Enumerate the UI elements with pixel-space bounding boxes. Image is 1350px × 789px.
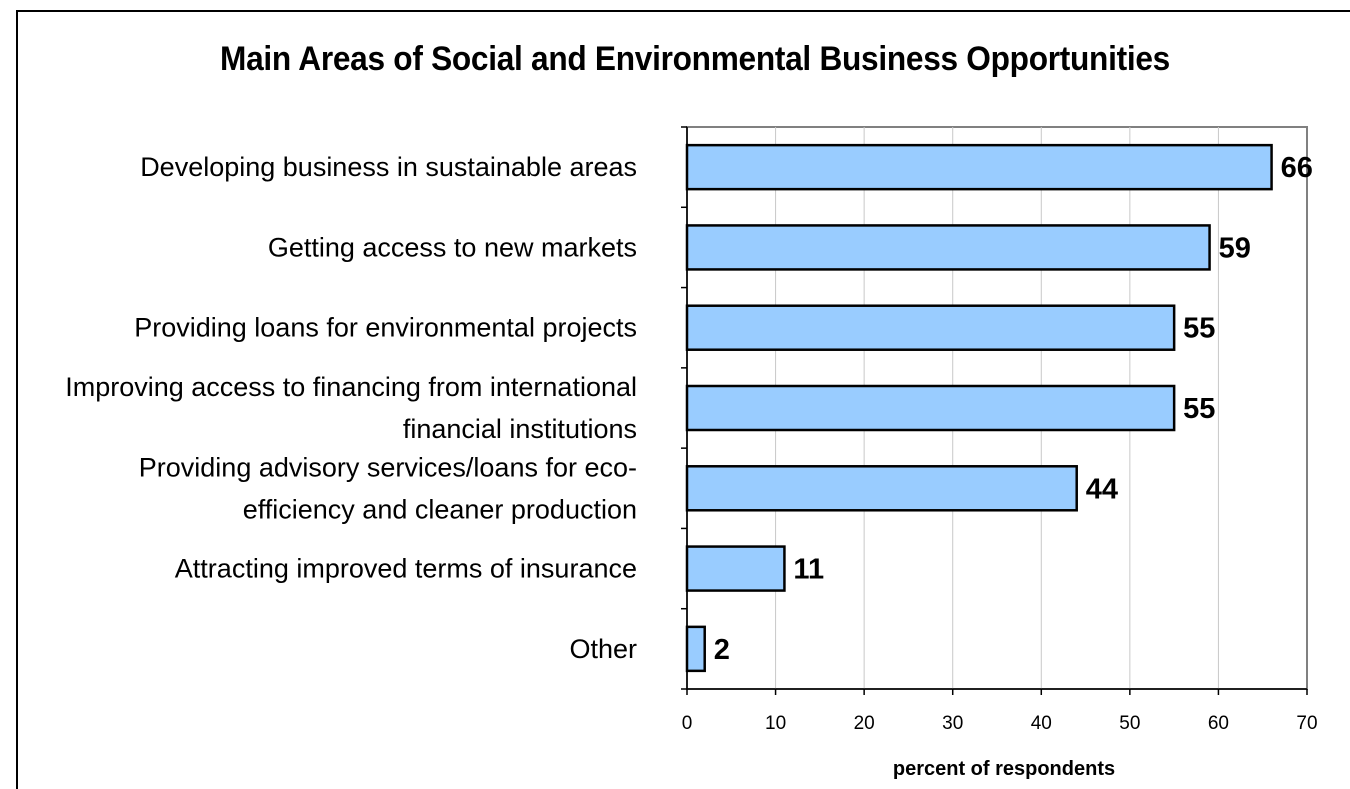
x-tick-label: 10 <box>765 713 786 734</box>
x-tick-label: 40 <box>1031 713 1052 734</box>
x-tick-label: 50 <box>1119 713 1140 734</box>
chart-frame <box>16 10 1350 789</box>
data-label: 66 <box>1281 152 1313 184</box>
chart-title: Main Areas of Social and Environmental B… <box>220 40 1170 78</box>
bar <box>685 465 1078 512</box>
labels: 0 10 20 30 40 50 60 70 66 Developing business in … <box>65 152 1317 780</box>
category-label: Getting access to new markets <box>268 232 637 262</box>
axes <box>681 126 1308 695</box>
category-label: Other <box>569 634 637 664</box>
data-label: 59 <box>1219 232 1251 264</box>
category-label: Attracting improved terms of insurance <box>175 554 637 584</box>
x-tick-label: 20 <box>854 713 875 734</box>
category-label: Providing advisory services/loans for ec… <box>139 452 637 482</box>
x-axis-title: percent of respondents <box>893 758 1115 780</box>
x-tick-label: 60 <box>1208 713 1229 734</box>
category-label: financial institutions <box>403 414 637 444</box>
data-label: 55 <box>1183 393 1215 425</box>
data-label: 11 <box>793 554 824 586</box>
data-label: 55 <box>1183 313 1215 345</box>
category-label: Developing business in sustainable areas <box>140 152 637 182</box>
bars <box>685 143 1273 673</box>
category-label: Providing loans for environmental projec… <box>134 313 637 343</box>
bar <box>685 625 706 673</box>
x-tick-label: 70 <box>1296 713 1317 734</box>
bar <box>685 304 1176 351</box>
bar <box>685 545 786 592</box>
data-label: 2 <box>714 634 730 666</box>
x-tick-label: 0 <box>682 713 693 734</box>
x-tick-label: 30 <box>942 713 963 734</box>
category-label: efficiency and cleaner production <box>243 494 637 524</box>
bar <box>685 224 1211 271</box>
data-label: 44 <box>1086 473 1118 505</box>
bar <box>685 384 1176 432</box>
bar <box>685 143 1273 191</box>
category-label: Improving access to financing from inter… <box>65 372 637 402</box>
